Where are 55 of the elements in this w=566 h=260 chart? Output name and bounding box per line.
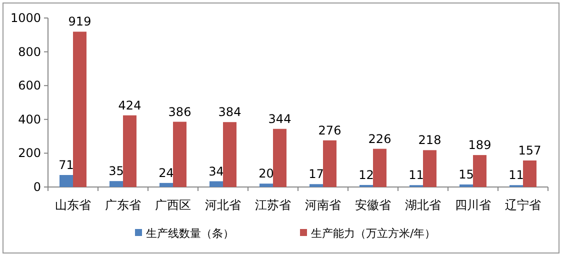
bar [323,140,336,187]
y-tick-label: 800 [18,44,41,59]
data-label: 344 [268,112,292,126]
data-label: 12 [358,168,374,182]
bar [173,122,186,187]
legend-label: 生产能力（万立方米/年） [311,227,436,240]
data-label: 919 [68,14,92,29]
x-tick-label: 辽宁省 [505,198,541,212]
bar [473,155,486,187]
bar [223,122,236,187]
x-tick-label: 四川省 [455,198,491,212]
data-label: 11 [508,168,524,182]
bar [123,115,136,187]
data-label: 20 [258,166,274,181]
bar [160,182,173,187]
data-label: 386 [168,104,192,119]
bar [273,128,286,187]
y-tick-label: 0 [33,180,41,194]
y-tick-label: 600 [18,78,41,93]
data-label: 71 [58,158,74,172]
y-tick-label: 200 [18,146,41,160]
data-label: 17 [308,167,324,182]
bar [260,184,273,187]
data-label: 276 [318,123,342,138]
bar [373,148,386,187]
data-label: 218 [418,133,442,148]
bar [110,181,123,187]
bar [523,160,536,187]
bar [460,184,473,187]
data-label: 424 [118,98,142,112]
bar [310,184,323,187]
x-tick-label: 山东省 [55,198,91,212]
data-label: 24 [158,166,174,180]
x-tick-label: 湖北省 [405,198,441,212]
x-tick-label: 广西区 [155,198,191,212]
data-label: 35 [108,164,124,178]
data-label: 189 [468,138,492,152]
bar [423,150,436,187]
data-label: 226 [368,132,392,146]
x-tick-label: 广东省 [105,198,141,212]
data-label: 15 [458,167,474,182]
x-tick-label: 河南省 [305,198,341,212]
data-label: 34 [208,164,224,178]
x-tick-label: 河北省 [205,198,241,212]
y-tick-label: 1000 [10,11,41,25]
data-label: 384 [218,105,242,120]
x-tick-label: 江苏省 [255,198,291,212]
bar [73,32,86,187]
data-label: 11 [408,168,424,182]
y-tick-label: 400 [18,112,41,126]
bar [60,175,73,187]
bar [210,181,223,187]
legend-label: 生产线数量（条） [146,227,234,240]
x-tick-label: 安徽省 [355,198,391,212]
data-label: 157 [518,143,542,158]
